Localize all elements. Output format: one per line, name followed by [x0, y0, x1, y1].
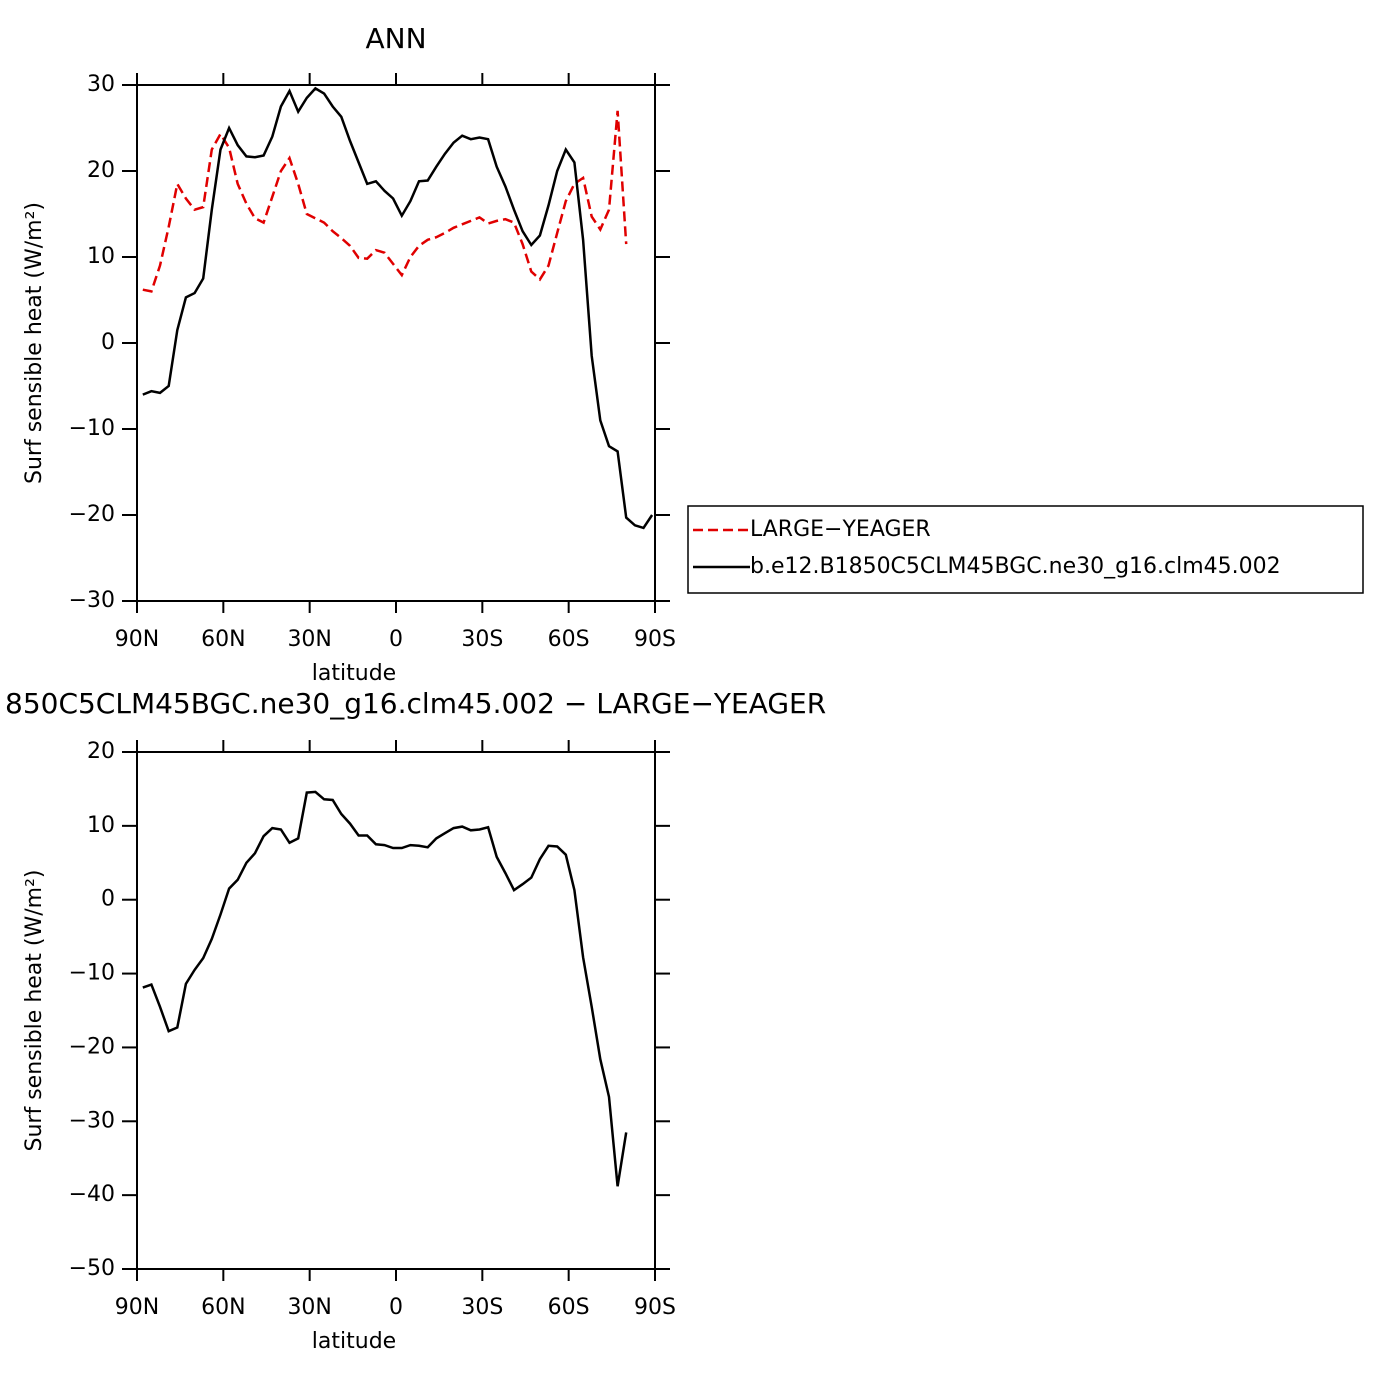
- y-tick-label: −30: [69, 588, 115, 613]
- x-tick-label: 60S: [548, 1295, 590, 1320]
- x-tick-label: 30N: [287, 627, 331, 652]
- y-tick-label: −20: [69, 1034, 115, 1059]
- y-tick-label: −50: [69, 1256, 115, 1281]
- y-tick-label: −10: [69, 961, 115, 986]
- y-tick-label: −20: [69, 502, 115, 527]
- x-tick-label: 60S: [548, 627, 590, 652]
- legend-label: b.e12.B1850C5CLM45BGC.ne30_g16.clm45.002: [750, 554, 1281, 579]
- data-line: [142, 110, 628, 293]
- x-tick-label: 90N: [115, 1295, 159, 1320]
- x-tick-label: 60N: [201, 1295, 245, 1320]
- x-tick-label: 30S: [461, 1295, 503, 1320]
- y-tick-label: 0: [101, 330, 115, 355]
- plot-frame: [136, 84, 656, 602]
- x-tick-label: 0: [389, 1295, 403, 1320]
- y-axis-label: Surf sensible heat (W/m²): [22, 202, 47, 484]
- x-axis-label: latitude: [312, 661, 396, 686]
- x-axis-label: latitude: [312, 1329, 396, 1354]
- y-tick-label: −10: [69, 416, 115, 441]
- plot-frame: [136, 751, 656, 1270]
- x-tick-label: 90S: [634, 627, 676, 652]
- y-tick-label: 10: [87, 813, 115, 838]
- legend-label: LARGE−YEAGER: [750, 517, 931, 542]
- x-tick-label: 0: [389, 627, 403, 652]
- y-tick-label: 20: [87, 739, 115, 764]
- legend-box: [687, 505, 1364, 594]
- y-tick-label: 0: [101, 887, 115, 912]
- data-line: [142, 790, 628, 1187]
- y-tick-label: 10: [87, 244, 115, 269]
- y-tick-label: −30: [69, 1108, 115, 1133]
- x-tick-label: 60N: [201, 627, 245, 652]
- x-tick-label: 90S: [634, 1295, 676, 1320]
- y-axis-label: Surf sensible heat (W/m²): [22, 870, 47, 1152]
- x-tick-label: 30S: [461, 627, 503, 652]
- chart-title: 850C5CLM45BGC.ne30_g16.clm45.002 − LARGE…: [5, 687, 826, 720]
- chart-title: ANN: [365, 22, 426, 55]
- y-tick-label: 30: [87, 72, 115, 97]
- y-tick-label: 20: [87, 158, 115, 183]
- data-line: [142, 86, 654, 530]
- y-tick-label: −40: [69, 1182, 115, 1207]
- x-tick-label: 30N: [287, 1295, 331, 1320]
- x-tick-label: 90N: [115, 627, 159, 652]
